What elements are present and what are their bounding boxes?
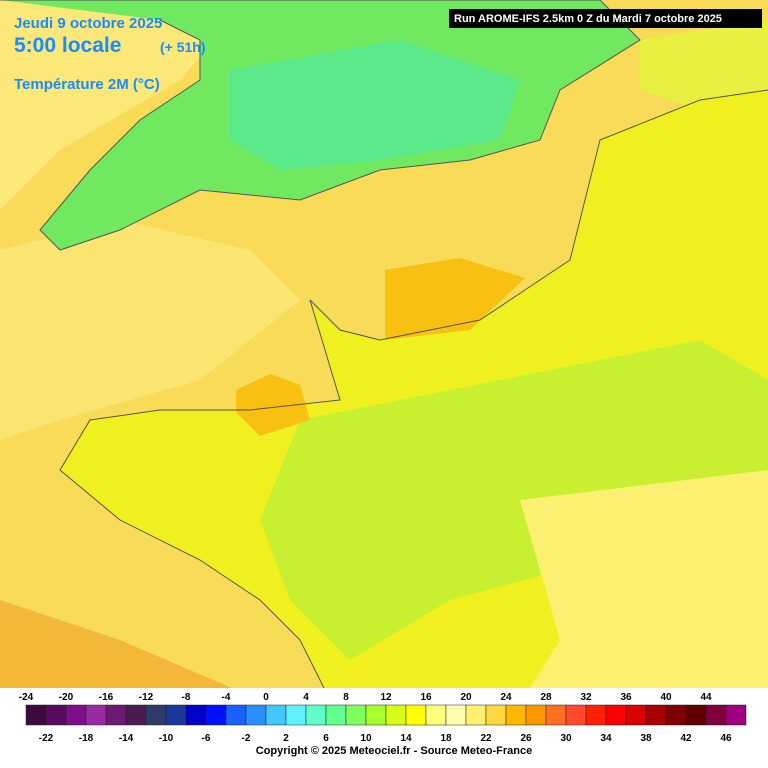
scale-box <box>605 704 627 726</box>
copyright: Copyright © 2025 Meteociel.fr - Source M… <box>256 745 532 757</box>
run-box <box>449 9 762 28</box>
scale-label: -2 <box>242 733 251 744</box>
scale-label: 34 <box>600 733 612 744</box>
scale-box <box>545 704 567 726</box>
scale-label: 38 <box>640 733 652 744</box>
scale-label: -8 <box>182 692 191 703</box>
scale-label: 12 <box>380 692 392 703</box>
scale-box <box>125 704 147 726</box>
date: Jeudi 9 octobre 2025 <box>14 15 162 32</box>
scale-label: 0 <box>263 692 269 703</box>
scale-label: 8 <box>343 692 349 703</box>
scale-box <box>445 704 467 726</box>
scale-label: 28 <box>540 692 552 703</box>
scale-label: 18 <box>440 733 452 744</box>
scale-box <box>425 704 447 726</box>
france-cool <box>260 340 768 660</box>
scale-label: 30 <box>560 733 572 744</box>
scale-label: -16 <box>99 692 114 703</box>
scale-label: 14 <box>400 733 412 744</box>
scale-box <box>85 704 107 726</box>
scale-label: -18 <box>79 733 94 744</box>
scale-label: 6 <box>323 733 329 744</box>
scale-label: 32 <box>580 692 592 703</box>
scale-label: 22 <box>480 733 492 744</box>
scale-label: -4 <box>222 692 231 703</box>
scale-label: 4 <box>303 692 309 703</box>
sea-light <box>0 220 300 440</box>
scale-label: 44 <box>700 692 712 703</box>
scale-label: -22 <box>39 733 54 744</box>
sea-light <box>0 0 250 210</box>
scale-box <box>525 704 547 726</box>
scale-box <box>165 704 187 726</box>
scale-label: 40 <box>660 692 672 703</box>
scale-box <box>645 704 667 726</box>
color-scale: -24-22-20-18-16-14-12-10-8-6-4-202468101… <box>19 692 747 744</box>
scale-label: 16 <box>420 692 432 703</box>
scale-label: 2 <box>283 733 289 744</box>
scale-box <box>45 704 67 726</box>
scale-box <box>485 704 507 726</box>
scale-label: 26 <box>520 733 532 744</box>
scale-box <box>25 704 47 726</box>
scale-box <box>325 704 347 726</box>
scale-box <box>465 704 487 726</box>
lead-time: (+ 51h) <box>160 39 206 55</box>
coastline <box>59 89 768 768</box>
scale-box <box>405 704 427 726</box>
scale-box <box>625 704 647 726</box>
scale-label: 42 <box>680 733 692 744</box>
parameter: Température 2M (°C) <box>14 76 160 93</box>
legend-panel <box>0 688 768 768</box>
scale-box <box>265 704 287 726</box>
scale-box <box>505 704 527 726</box>
scale-box <box>145 704 167 726</box>
scale-box <box>385 704 407 726</box>
scale-label: 46 <box>720 733 732 744</box>
scale-label: -20 <box>59 692 74 703</box>
scale-box <box>185 704 207 726</box>
bay-warm <box>385 258 525 340</box>
scale-label: -10 <box>159 733 174 744</box>
england-cool <box>230 40 520 170</box>
scale-box <box>305 704 327 726</box>
scale-label: 10 <box>360 733 372 744</box>
scale-box <box>205 704 227 726</box>
scale-box <box>665 704 687 726</box>
scale-label: -12 <box>139 692 154 703</box>
scale-label: -24 <box>19 692 34 703</box>
gulf-warm <box>236 374 310 436</box>
scale-label: -14 <box>119 733 134 744</box>
scale-label: 20 <box>460 692 472 703</box>
scale-box <box>705 704 727 726</box>
scale-box <box>725 704 747 726</box>
scale-box <box>285 704 307 726</box>
run-info: Run AROME-IFS 2.5km 0 Z du Mardi 7 octob… <box>454 13 722 25</box>
scale-box <box>685 704 707 726</box>
scale-box <box>245 704 267 726</box>
scale-box <box>65 704 87 726</box>
scale-box <box>225 704 247 726</box>
scale-box <box>365 704 387 726</box>
scale-label: -6 <box>202 733 211 744</box>
scale-box <box>345 704 367 726</box>
scale-box <box>565 704 587 726</box>
scale-label: 24 <box>500 692 512 703</box>
coastline <box>0 0 641 251</box>
scale-box <box>105 704 127 726</box>
scale-label: 36 <box>620 692 632 703</box>
time: 5:00 locale <box>14 34 121 57</box>
scale-box <box>585 704 607 726</box>
